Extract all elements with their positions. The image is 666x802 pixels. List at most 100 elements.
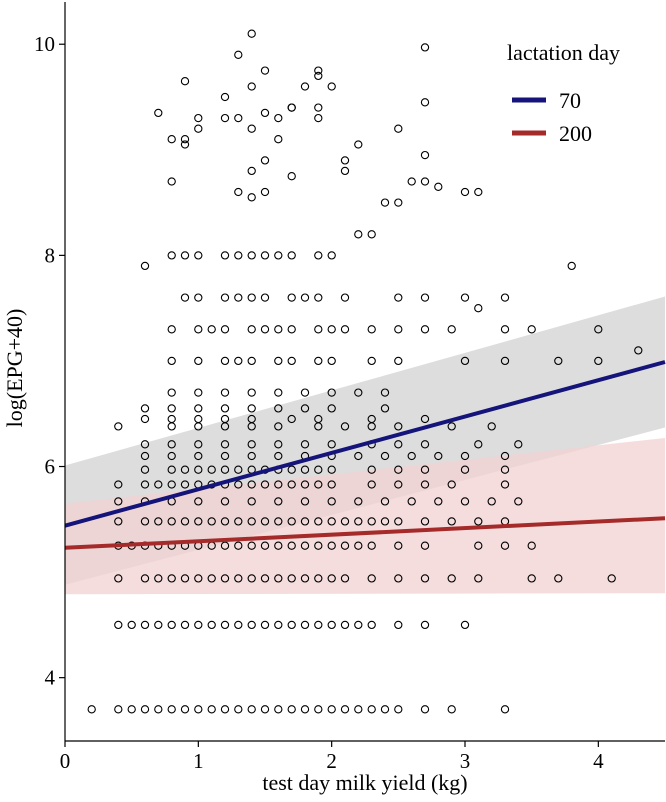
data-point bbox=[194, 620, 203, 630]
data-point bbox=[340, 293, 350, 302]
data-point bbox=[394, 356, 403, 366]
data-point bbox=[447, 574, 456, 583]
data-point bbox=[420, 177, 430, 186]
data-point bbox=[274, 541, 283, 550]
legend: lactation day 70 200 bbox=[507, 40, 620, 146]
data-point bbox=[420, 293, 430, 302]
data-point bbox=[207, 465, 216, 474]
data-point bbox=[220, 113, 230, 123]
data-point bbox=[327, 251, 336, 260]
data-point bbox=[194, 440, 203, 449]
data-point bbox=[207, 620, 216, 630]
data-point bbox=[260, 325, 270, 334]
data-point bbox=[167, 414, 176, 424]
data-point bbox=[380, 404, 390, 413]
data-point bbox=[167, 177, 176, 186]
data-point bbox=[260, 293, 270, 302]
data-point bbox=[220, 451, 230, 461]
data-point bbox=[500, 465, 510, 474]
data-point bbox=[420, 325, 430, 334]
data-point bbox=[447, 422, 456, 431]
data-point bbox=[180, 140, 190, 149]
data-point bbox=[194, 465, 203, 474]
data-point bbox=[220, 517, 230, 526]
legend-label-70: 70 bbox=[559, 88, 581, 113]
data-point bbox=[460, 497, 470, 506]
data-point bbox=[354, 451, 363, 461]
data-point bbox=[434, 497, 443, 506]
data-point bbox=[327, 705, 336, 714]
data-point bbox=[474, 574, 483, 583]
data-point bbox=[167, 451, 176, 461]
data-point bbox=[354, 541, 363, 550]
data-point bbox=[327, 620, 336, 630]
data-point bbox=[300, 480, 310, 489]
data-point bbox=[340, 620, 350, 630]
data-point bbox=[327, 465, 336, 474]
data-point bbox=[340, 541, 350, 550]
data-point bbox=[274, 497, 283, 506]
data-point bbox=[314, 541, 323, 550]
data-point bbox=[180, 620, 190, 630]
data-point bbox=[554, 574, 563, 583]
data-point bbox=[300, 620, 310, 630]
data-point bbox=[340, 517, 350, 526]
data-point bbox=[380, 388, 390, 397]
data-point bbox=[460, 293, 470, 302]
data-point bbox=[314, 356, 323, 366]
data-point bbox=[140, 440, 150, 449]
data-point bbox=[300, 574, 310, 583]
data-point bbox=[220, 293, 230, 302]
data-point bbox=[300, 705, 310, 714]
data-point bbox=[514, 440, 523, 449]
data-point bbox=[420, 480, 430, 489]
data-point bbox=[420, 440, 430, 449]
data-point bbox=[127, 705, 136, 714]
data-point bbox=[314, 66, 323, 75]
data-point bbox=[274, 480, 283, 489]
data-point bbox=[434, 451, 443, 461]
data-point bbox=[220, 251, 230, 260]
data-point bbox=[194, 574, 203, 583]
data-point bbox=[140, 451, 150, 461]
data-point bbox=[140, 414, 150, 424]
data-point bbox=[260, 480, 270, 489]
data-point bbox=[367, 480, 376, 489]
data-point bbox=[260, 251, 270, 260]
data-point bbox=[207, 574, 216, 583]
data-point bbox=[260, 108, 270, 118]
data-point bbox=[180, 705, 190, 714]
data-point bbox=[394, 198, 403, 207]
data-point bbox=[247, 414, 256, 424]
data-point bbox=[420, 98, 430, 107]
data-point bbox=[474, 517, 483, 526]
data-point bbox=[167, 404, 176, 413]
data-point bbox=[167, 251, 176, 260]
data-point bbox=[527, 541, 536, 550]
data-point bbox=[234, 293, 243, 302]
data-point bbox=[380, 198, 390, 207]
data-point bbox=[500, 541, 510, 550]
data-point bbox=[207, 325, 216, 334]
y-axis-title: log(EPG+40) bbox=[2, 309, 27, 428]
data-point bbox=[434, 182, 443, 191]
data-point bbox=[354, 517, 363, 526]
y-tick-label: 4 bbox=[45, 666, 56, 690]
data-point bbox=[260, 574, 270, 583]
data-point bbox=[300, 541, 310, 550]
axes bbox=[64, 2, 665, 742]
data-point bbox=[314, 103, 323, 112]
data-point bbox=[140, 574, 150, 583]
data-point bbox=[140, 620, 150, 630]
data-point bbox=[354, 497, 363, 506]
data-point bbox=[367, 325, 376, 334]
data-point bbox=[180, 293, 190, 302]
data-point bbox=[314, 414, 323, 424]
data-point bbox=[194, 113, 203, 123]
data-point bbox=[247, 29, 256, 38]
data-point bbox=[407, 497, 416, 506]
data-point bbox=[487, 422, 496, 431]
data-point bbox=[314, 325, 323, 334]
x-tick-label: 1 bbox=[193, 749, 204, 773]
